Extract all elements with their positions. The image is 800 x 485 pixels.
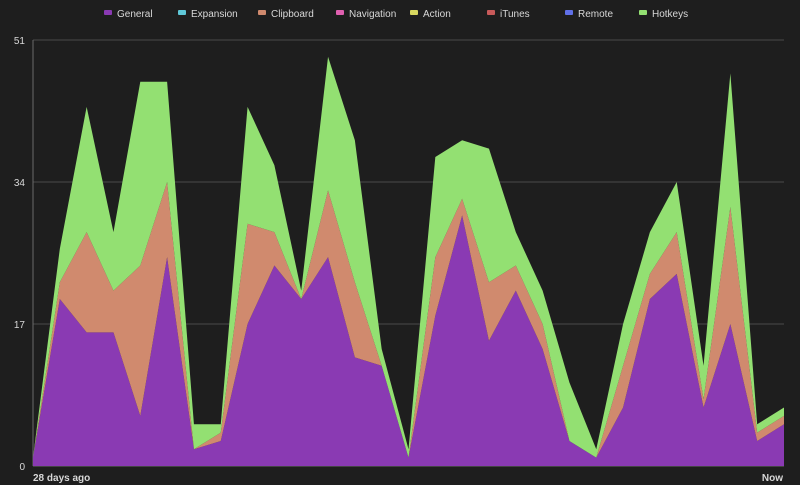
legend-item-itunes[interactable]: iTunes bbox=[487, 9, 530, 20]
legend-item-navigation[interactable]: Navigation bbox=[336, 9, 396, 20]
legend-swatch bbox=[410, 10, 418, 15]
legend-swatch bbox=[178, 10, 186, 15]
legend-swatch bbox=[258, 10, 266, 15]
legend-label: Clipboard bbox=[271, 9, 314, 20]
legend: General Expansion Clipboard Navigation Actio… bbox=[104, 9, 688, 20]
legend-label: General bbox=[117, 9, 153, 20]
y-tick-label: 34 bbox=[14, 178, 26, 189]
legend-swatch bbox=[104, 10, 112, 15]
legend-item-clipboard[interactable]: Clipboard bbox=[258, 9, 314, 20]
legend-label: iTunes bbox=[500, 9, 530, 20]
y-axis-ticks: 0 17 34 51 bbox=[14, 36, 26, 473]
legend-swatch bbox=[639, 10, 647, 15]
legend-label: Expansion bbox=[191, 9, 238, 20]
x-tick-label: Now bbox=[762, 473, 783, 484]
series-areas bbox=[33, 56, 784, 466]
legend-swatch bbox=[565, 10, 573, 15]
y-tick-label: 51 bbox=[14, 36, 26, 47]
legend-swatch bbox=[336, 10, 344, 15]
legend-label: Hotkeys bbox=[652, 9, 688, 20]
legend-swatch bbox=[487, 10, 495, 15]
legend-item-remote[interactable]: Remote bbox=[565, 9, 613, 20]
legend-label: Remote bbox=[578, 9, 613, 20]
legend-item-action[interactable]: Action bbox=[410, 9, 451, 20]
legend-label: Action bbox=[423, 9, 451, 20]
y-tick-label: 0 bbox=[19, 462, 25, 473]
legend-item-hotkeys[interactable]: Hotkeys bbox=[639, 9, 688, 20]
legend-label: Navigation bbox=[349, 9, 396, 20]
legend-item-expansion[interactable]: Expansion bbox=[178, 9, 238, 20]
y-tick-label: 17 bbox=[14, 320, 26, 331]
legend-item-general[interactable]: General bbox=[104, 9, 153, 20]
area-general bbox=[33, 215, 784, 466]
x-tick-label: 28 days ago bbox=[33, 473, 90, 484]
x-axis-ticks: 28 days ago Now bbox=[33, 473, 783, 484]
